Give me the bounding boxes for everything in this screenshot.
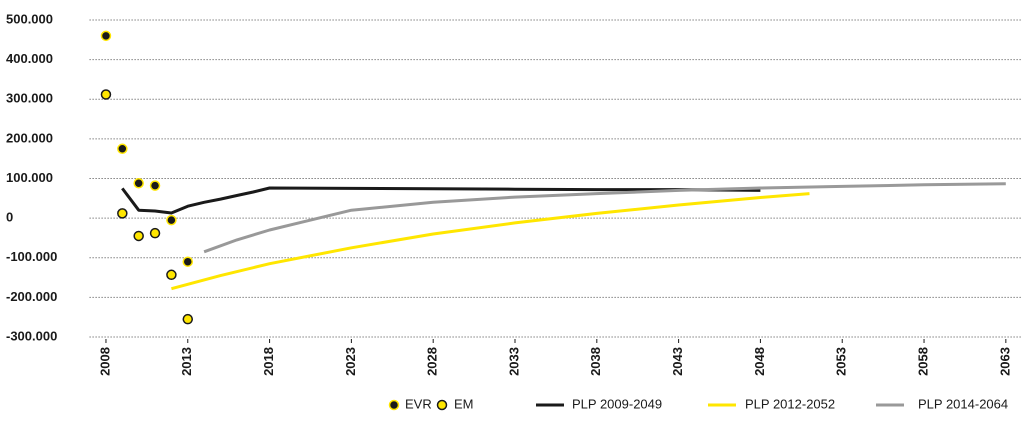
x-tick-label: 2043	[670, 347, 685, 376]
y-tick-label: 400.000	[6, 51, 53, 66]
y-tick-label: -300.000	[6, 328, 57, 343]
line-series	[203, 182, 1006, 254]
point	[100, 89, 112, 100]
x-tick-label: 2038	[588, 347, 603, 376]
point	[182, 313, 194, 325]
x-tick-label: 2028	[425, 347, 440, 376]
point	[100, 30, 112, 42]
legend-label: PLP 2012-2052	[745, 396, 835, 411]
point	[149, 227, 161, 239]
legend-marker	[436, 399, 448, 411]
y-tick-label: 0	[6, 210, 13, 225]
x-tick-label: 2053	[834, 347, 849, 376]
legend-label: EVR	[405, 396, 432, 411]
point	[133, 178, 144, 189]
x-tick-label: 2008	[97, 347, 112, 376]
line-series	[121, 186, 761, 215]
y-tick-label: 300.000	[6, 91, 53, 106]
x-tick-label: 2023	[343, 347, 358, 376]
point	[166, 269, 177, 281]
line-series	[171, 192, 810, 291]
legend-label: PLP 2009-2049	[572, 396, 662, 411]
y-tick-label: 200.000	[6, 130, 53, 145]
x-tick-label: 2033	[506, 347, 521, 376]
legend-label: EM	[454, 396, 474, 411]
x-tick-label: 2063	[997, 347, 1012, 376]
x-tick-label: 2048	[752, 347, 767, 376]
y-tick-label: -100.000	[6, 249, 57, 264]
y-tick-label: -200.000	[6, 289, 57, 304]
point	[117, 208, 128, 219]
x-tick-label: 2013	[179, 347, 194, 376]
y-tick-label: 100.000	[6, 170, 53, 185]
legend-label: PLP 2014-2064	[918, 396, 1008, 411]
point	[166, 214, 177, 226]
x-tick-label: 2018	[261, 347, 276, 376]
point	[182, 256, 194, 267]
point	[149, 180, 161, 191]
y-tick-label: 500.000	[6, 11, 53, 26]
x-tick-label: 2058	[915, 347, 930, 376]
point	[133, 230, 144, 242]
legend-marker	[388, 399, 400, 411]
point	[117, 143, 128, 155]
